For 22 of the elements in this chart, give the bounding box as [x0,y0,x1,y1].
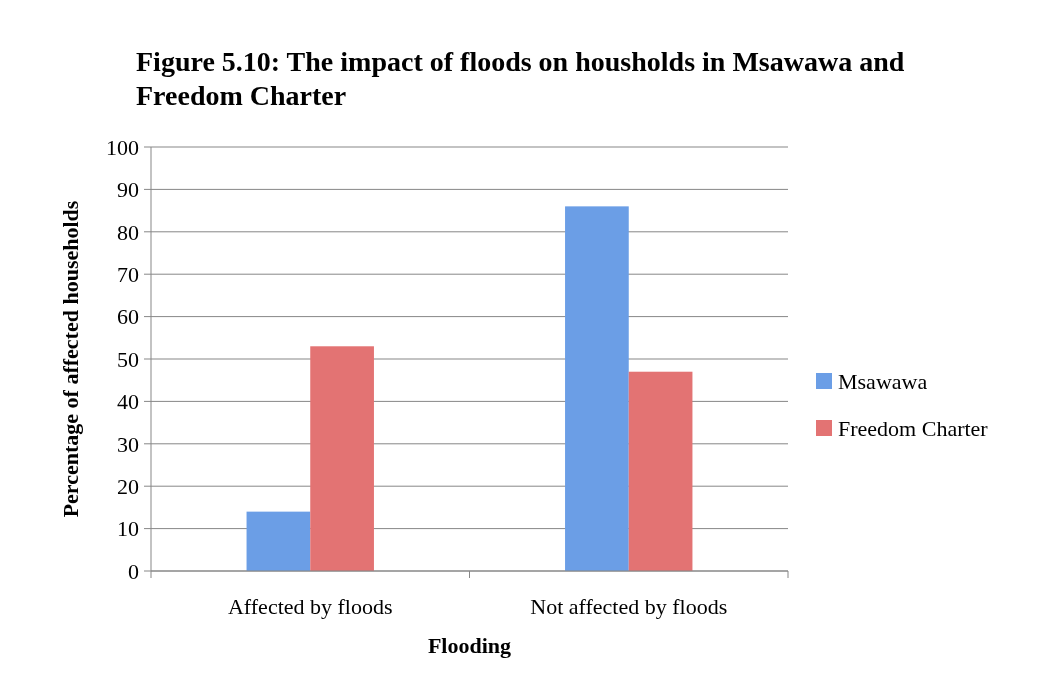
y-tick-label: 50 [117,346,139,372]
y-tick-label: 100 [106,134,139,160]
bar [628,371,693,571]
y-tick-label: 60 [117,304,139,330]
chart-title: Figure 5.10: The impact of floods on housholds in Msawawa and Freedom Charter [136,46,905,111]
y-tick-label: 10 [117,516,139,542]
y-tick-label: 0 [128,558,139,584]
y-tick-label: 30 [117,431,139,457]
y-tick-label: 40 [117,389,139,415]
legend-label: Msawawa [838,368,928,394]
x-axis-title: Flooding [427,633,512,658]
bar [246,511,311,571]
y-tick-label: 80 [117,219,139,245]
y-tick-label: 90 [117,177,139,203]
bar [565,206,629,571]
legend-label: Freedom Charter [838,415,989,441]
bar [310,346,374,571]
y-tick-label: 20 [117,473,139,499]
y-axis-title: Percentage of affected households [58,200,83,518]
x-tick-label: Not affected by floods [530,594,728,619]
y-tick-label: 70 [117,261,139,287]
x-tick-label: Affected by floods [227,594,393,619]
